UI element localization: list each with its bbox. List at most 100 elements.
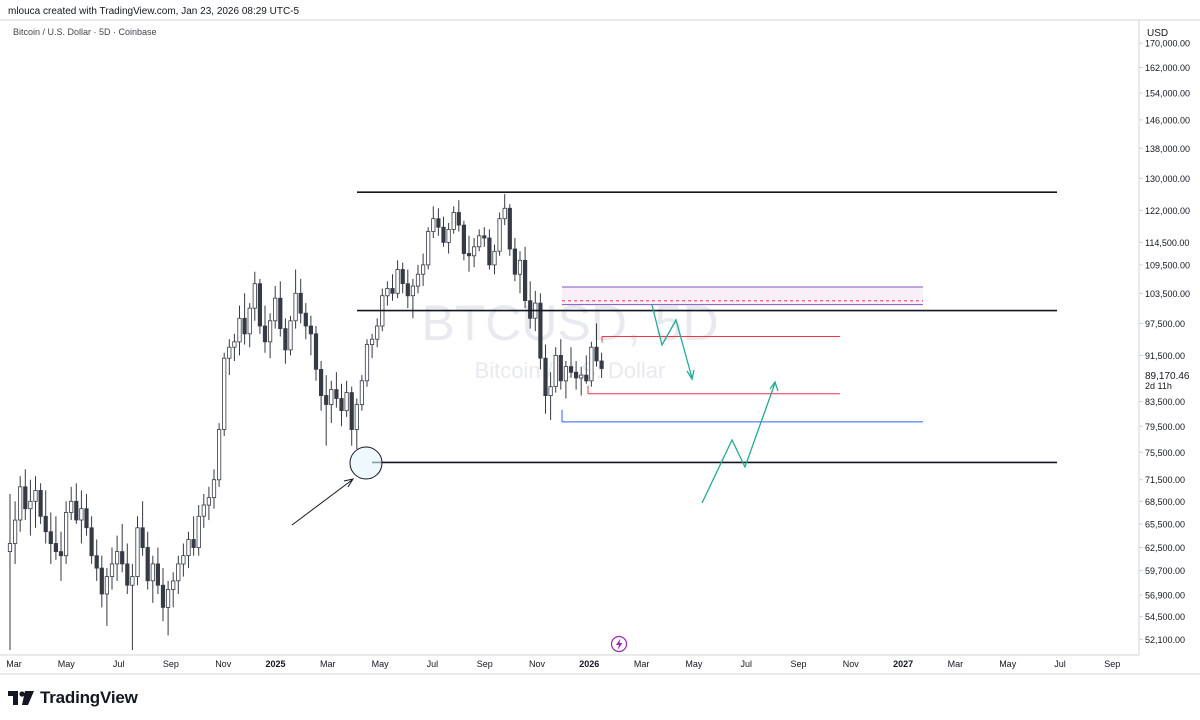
time-axis[interactable]: Mar May Jul Sep Nov 2025 Mar May Jul Sep Nov 2026 Ma… (6, 659, 1120, 669)
candle (115, 535, 120, 581)
time-tick-label: 2026 (579, 659, 599, 669)
candle-body (375, 325, 380, 340)
candle-body (390, 288, 395, 294)
candle-body (329, 389, 334, 406)
price-tick-label: 83,500.00 (1145, 397, 1185, 407)
candle-body (109, 563, 115, 578)
candle (446, 223, 451, 254)
price-tick-label: 68,500.00 (1145, 497, 1185, 507)
price-tick-label: 170,000.00 (1145, 39, 1190, 49)
tradingview-wordmark: TradingView (40, 688, 138, 707)
price-tick-label: 130,000.00 (1145, 174, 1190, 184)
candle-body (441, 226, 446, 243)
price-tick-label: 65,500.00 (1145, 519, 1185, 529)
candle (216, 423, 222, 487)
purple-zone-fill[interactable] (562, 287, 923, 305)
candle-body (369, 338, 375, 346)
candle (150, 555, 155, 603)
candle-body (283, 328, 288, 351)
price-tick-label: 109,500.00 (1145, 260, 1190, 270)
candle (130, 563, 135, 650)
drawn-zones[interactable] (561, 286, 923, 423)
candle (58, 531, 64, 581)
candle-body (293, 292, 298, 322)
candle (359, 375, 365, 411)
candle-body (594, 346, 599, 362)
time-tick-label: Sep (790, 659, 806, 669)
attribution-text: mlouca created with TradingView.com, Jan… (8, 6, 300, 17)
time-tick-label: May (999, 659, 1017, 669)
candle (242, 293, 247, 345)
currency-label[interactable]: USD (1147, 28, 1168, 39)
drawings[interactable] (291, 304, 779, 526)
candle (28, 479, 33, 536)
candle (186, 531, 191, 569)
candle (84, 494, 89, 536)
tradingview-logo[interactable]: TradingView (8, 688, 138, 708)
tradingview-logo-icon (8, 691, 34, 705)
candle-body (33, 489, 38, 502)
candle (104, 568, 109, 626)
candle-body (53, 543, 59, 553)
candle (431, 206, 436, 238)
candle (568, 347, 574, 378)
lightning-icon[interactable] (610, 635, 628, 653)
candle (206, 486, 211, 521)
candle (176, 555, 181, 594)
price-tick-label: 146,000.00 (1145, 115, 1190, 125)
candle (395, 260, 400, 299)
candle (196, 505, 201, 556)
candle-body (140, 527, 145, 548)
price-axis[interactable]: 170,000.00 162,000.00 154,000.00 146,000.00… (1139, 39, 1190, 645)
candle-body (589, 346, 594, 382)
candle-body (135, 527, 140, 577)
candle-body (461, 224, 467, 254)
symbol-title[interactable]: Bitcoin / U.S. Dollar · 5D · Coinbase (13, 27, 157, 37)
candle (48, 512, 53, 564)
arrow-line[interactable] (291, 479, 353, 526)
price-tick-label: 62,500.00 (1145, 543, 1185, 553)
price-tick-label: 138,000.00 (1145, 144, 1190, 154)
candle (364, 339, 370, 387)
price-tick-label: 54,500.00 (1145, 612, 1185, 622)
candle (324, 375, 329, 446)
candle-body (227, 346, 232, 359)
candle (53, 516, 59, 560)
horizontal-levels[interactable] (357, 191, 1057, 464)
time-tick-label: Jul (113, 659, 125, 669)
candle-body (242, 317, 247, 335)
candle (415, 264, 421, 294)
candle (441, 216, 446, 247)
candle (288, 315, 293, 356)
projection-up-path[interactable] (701, 382, 776, 504)
countdown-label: 2d 11h (1145, 381, 1172, 391)
candle (579, 366, 584, 396)
arrow-head (343, 478, 355, 488)
candle-body (64, 512, 69, 557)
candle-body (176, 563, 181, 582)
candle (79, 490, 84, 544)
candle (308, 315, 314, 356)
candle-body (222, 357, 227, 430)
candle-body (252, 283, 257, 309)
candle (211, 469, 217, 509)
candle (538, 293, 543, 370)
price-tick-label: 154,000.00 (1145, 89, 1190, 99)
candle (18, 476, 23, 532)
time-tick-label: Nov (529, 659, 546, 669)
candle-body (400, 269, 405, 285)
candle (466, 235, 472, 272)
candle (278, 281, 283, 337)
support-circle[interactable] (349, 446, 383, 480)
candle-body (308, 325, 314, 335)
candle (298, 278, 303, 324)
candle-body (104, 576, 109, 595)
time-tick-label: Mar (320, 659, 336, 669)
candle-body (125, 563, 130, 586)
projection-down-path[interactable] (651, 304, 693, 379)
candle-body (7, 543, 13, 553)
candle-body (18, 486, 23, 521)
candle-body (431, 218, 436, 232)
candle (247, 303, 252, 348)
